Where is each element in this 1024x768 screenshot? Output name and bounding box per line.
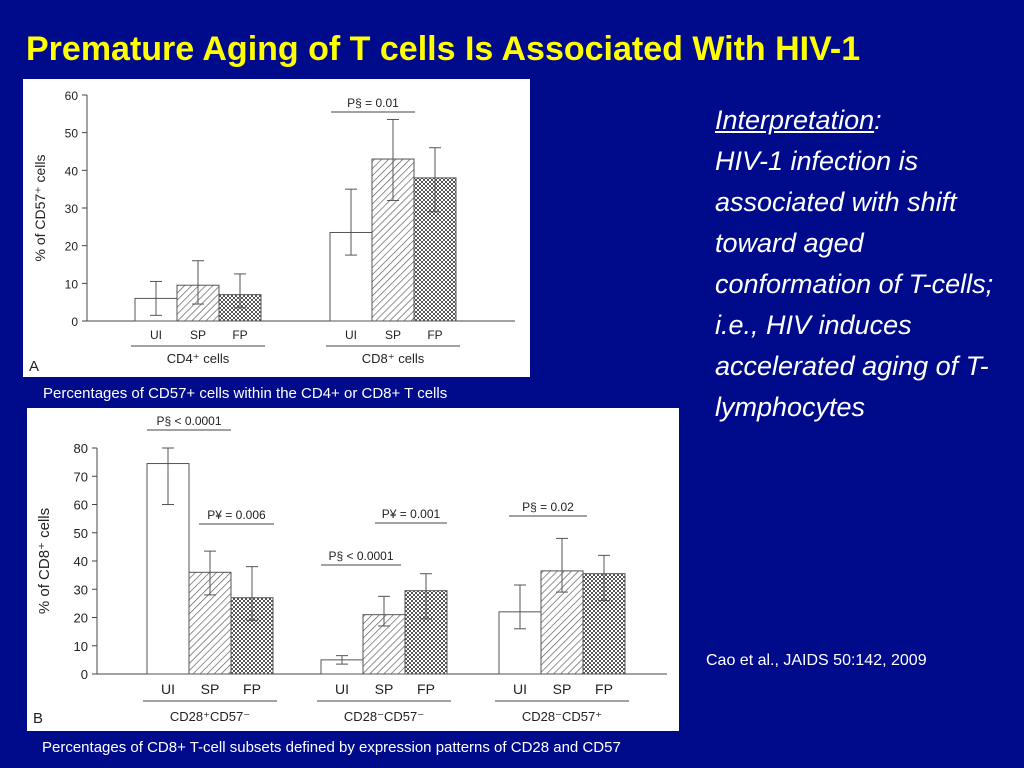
pvalue-a: P§ = 0.01 <box>347 96 399 110</box>
chart-panel-a: 0 10 20 30 40 50 60% of CD57⁺ cells A UI SP FP CD4⁺… <box>23 79 530 377</box>
interpretation-body: HIV-1 infection is associated with shift… <box>715 146 994 422</box>
y-tick-label: 10 <box>74 639 88 654</box>
series-label: FP <box>427 328 442 342</box>
pvalue-b1a: P§ < 0.0001 <box>156 414 221 428</box>
y-tick-label: 20 <box>65 240 79 254</box>
series-label: SP <box>553 681 572 697</box>
cd8-bar-chart-b: 0 10 20 30 40 50 60 70 80 % of CD8⁺ cells B UI SP FP C… <box>33 414 667 727</box>
y-tick-label: 50 <box>74 526 88 541</box>
series-label: SP <box>375 681 394 697</box>
interpretation-heading: Interpretation <box>715 105 875 135</box>
slide-title: Premature Aging of T cells Is Associated… <box>26 30 861 68</box>
pvalue-b1b: P¥ = 0.006 <box>207 508 266 522</box>
series-label: SP <box>190 328 206 342</box>
series-label: UI <box>513 681 527 697</box>
y-tick-label: 10 <box>65 277 79 291</box>
group-label: CD8⁺ cells <box>362 351 425 366</box>
caption-a: Percentages of CD57+ cells within the CD… <box>43 385 448 402</box>
interpretation-colon: : <box>874 105 882 135</box>
series-label: UI <box>335 681 349 697</box>
y-tick-label: 50 <box>65 127 79 141</box>
panel-label: A <box>29 358 39 375</box>
y-axis-label: % of CD8⁺ cells <box>36 508 53 614</box>
y-axis-label: % of CD57⁺ cells <box>32 155 48 262</box>
y-tick-label: 40 <box>74 554 88 569</box>
series-label: FP <box>232 328 247 342</box>
panel-label: B <box>33 710 43 727</box>
chart-panel-b: 0 10 20 30 40 50 60 70 80 % of CD8⁺ cells B UI SP FP C… <box>27 408 679 731</box>
y-tick-label: 30 <box>74 582 88 597</box>
pvalue-b2b: P¥ = 0.001 <box>382 507 441 521</box>
bar <box>582 573 626 675</box>
y-tick-label: 40 <box>65 164 79 178</box>
citation: Cao et al., JAIDS 50:142, 2009 <box>706 652 927 669</box>
y-tick-label: 60 <box>65 89 79 103</box>
y-tick-label: 30 <box>65 202 79 216</box>
y-tick-label: 20 <box>74 611 88 626</box>
series-label: UI <box>345 328 357 342</box>
interpretation-text: Interpretation: HIV-1 infection is assoc… <box>715 100 1005 428</box>
group-label: CD28⁻CD57⁺ <box>522 709 602 724</box>
y-tick-label: 0 <box>81 667 88 682</box>
series-label: UI <box>161 681 175 697</box>
caption-b: Percentages of CD8+ T-cell subsets defin… <box>42 739 621 756</box>
group-label: CD28⁻CD57⁻ <box>344 709 424 724</box>
group-label: CD28⁺CD57⁻ <box>170 709 250 724</box>
y-tick-label: 70 <box>74 469 88 484</box>
y-tick-label: 80 <box>74 441 88 456</box>
series-label: FP <box>243 681 261 697</box>
series-label: FP <box>595 681 613 697</box>
series-label: SP <box>201 681 220 697</box>
y-tick-label: 60 <box>74 498 88 513</box>
series-label: SP <box>385 328 401 342</box>
pvalue-b2a: P§ < 0.0001 <box>328 549 393 563</box>
series-label: FP <box>417 681 435 697</box>
pvalue-b3: P§ = 0.02 <box>522 500 574 514</box>
group-label: CD4⁺ cells <box>167 351 230 366</box>
y-tick-label: 0 <box>71 315 78 329</box>
series-label: UI <box>150 328 162 342</box>
